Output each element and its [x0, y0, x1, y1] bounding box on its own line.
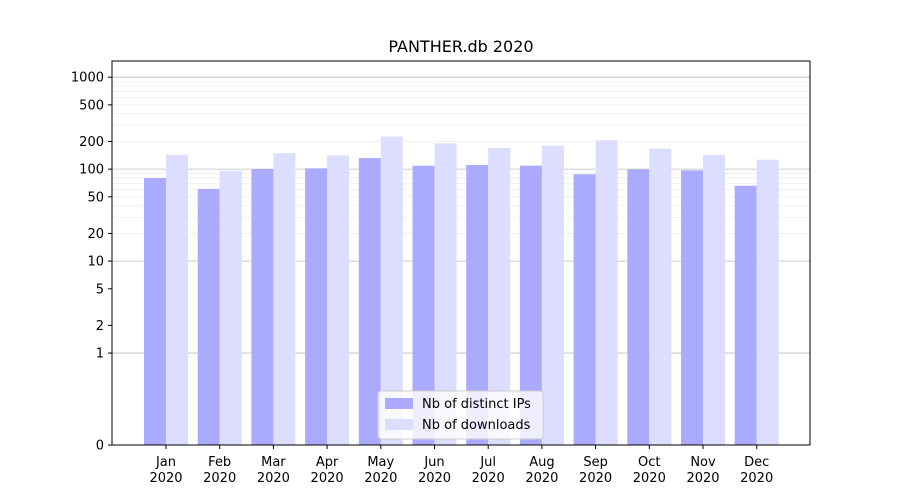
x-tick-label-month: Nov: [690, 455, 716, 470]
y-tick-label: 2: [96, 319, 104, 334]
y-axis: 0 1 2 5 10 20 50 100 200 500 1000: [71, 71, 112, 454]
chart-title: PANTHER.db 2020: [388, 37, 533, 56]
bar-distinct-ips-sep: [573, 174, 596, 445]
y-tick-label: 0: [96, 439, 104, 454]
y-tick-label: 5: [96, 282, 104, 297]
bar-distinct-ips-aug: [519, 165, 542, 445]
bars: [144, 136, 779, 446]
x-tick-label-year: 2020: [686, 471, 719, 486]
x-tick-label-month: Jun: [423, 455, 444, 470]
x-tick-label-month: Feb: [208, 455, 231, 470]
bar-downloads-jul: [488, 147, 511, 445]
bar-distinct-ips-dec: [734, 185, 757, 446]
x-tick-label-month: Apr: [316, 455, 339, 470]
bar-distinct-ips-may: [358, 158, 381, 445]
x-tick-label-month: Aug: [529, 455, 554, 470]
x-tick-label-year: 2020: [472, 471, 505, 486]
x-tick-label-year: 2020: [203, 471, 236, 486]
y-tick-label: 1000: [71, 71, 104, 86]
bar-downloads-aug: [541, 145, 564, 445]
bar-distinct-ips-oct: [627, 169, 650, 445]
bar-downloads-feb: [219, 170, 242, 445]
x-tick-label-year: 2020: [257, 471, 290, 486]
x-tick-label-year: 2020: [633, 471, 666, 486]
x-tick-label-month: Jul: [479, 455, 496, 470]
legend-box: [377, 390, 544, 440]
bar-downloads-jun: [434, 143, 457, 445]
bar-downloads-oct: [649, 148, 672, 445]
x-tick-label-month: Jan: [155, 455, 176, 470]
bar-distinct-ips-nov: [681, 170, 703, 445]
x-tick-label-month: Oct: [638, 455, 660, 470]
bar-downloads-apr: [327, 155, 350, 445]
y-tick-label: 200: [79, 135, 104, 150]
x-tick-label-year: 2020: [525, 471, 558, 486]
x-axis: Jan2020Feb2020Mar2020Apr2020May2020Jun20…: [149, 445, 773, 486]
y-tick-label: 20: [87, 227, 104, 242]
x-tick-label-month: Sep: [583, 455, 608, 470]
bar-distinct-ips-jan: [144, 178, 166, 445]
x-tick-label-year: 2020: [418, 471, 451, 486]
bar-downloads-sep: [595, 140, 618, 445]
plot-frame: [111, 60, 811, 446]
x-tick-label-year: 2020: [740, 471, 773, 486]
bar-distinct-ips-apr: [305, 168, 328, 445]
x-tick-label-month: May: [367, 455, 394, 470]
legend-label-downloads: Nb of downloads: [422, 418, 531, 433]
y-tick-label: 50: [87, 190, 104, 205]
x-tick-label-year: 2020: [149, 471, 182, 486]
legend: Nb of distinct IPs Nb of downloads: [377, 390, 544, 440]
legend-swatch-downloads: [385, 419, 413, 430]
bar-downloads-dec: [756, 159, 779, 445]
bar-downloads-may: [380, 136, 403, 445]
y-tick-label: 500: [79, 98, 104, 113]
legend-label-distinct-ips: Nb of distinct IPs: [422, 397, 531, 412]
x-tick-label-month: Dec: [744, 455, 769, 470]
y-tick-label: 100: [79, 163, 104, 178]
x-tick-label-year: 2020: [364, 471, 397, 486]
x-tick-label-month: Mar: [261, 455, 286, 470]
bar-distinct-ips-feb: [197, 188, 220, 446]
bar-distinct-ips-jun: [412, 165, 435, 445]
bar-downloads-nov: [703, 154, 725, 445]
legend-swatch-distinct-ips: [385, 398, 413, 409]
y-tick-label: 1: [96, 347, 104, 362]
bar-downloads-mar: [273, 153, 296, 446]
bar-distinct-ips-jul: [466, 164, 489, 445]
bar-distinct-ips-mar: [251, 169, 274, 445]
bar-downloads-jan: [166, 154, 188, 445]
y-tick-label: 10: [87, 255, 104, 270]
x-tick-label-year: 2020: [311, 471, 344, 486]
x-tick-label-year: 2020: [579, 471, 612, 486]
